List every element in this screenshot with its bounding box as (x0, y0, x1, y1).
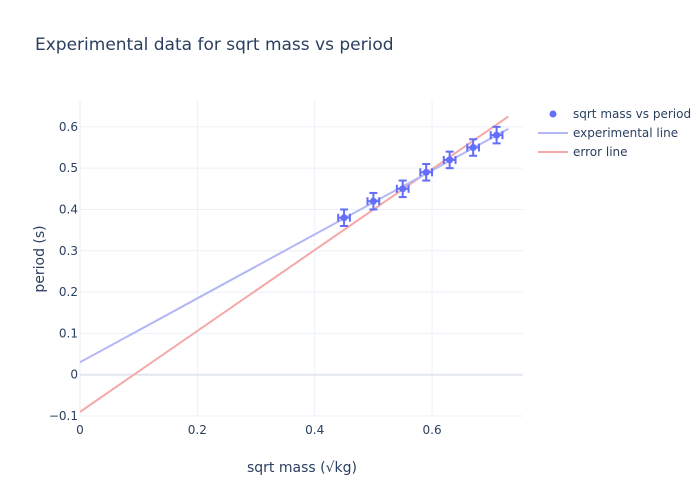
data-point (446, 156, 454, 164)
chart-title: Experimental data for sqrt mass vs perio… (35, 35, 394, 55)
y-tick-label: 0.6 (59, 120, 78, 134)
legend-label: error line (573, 145, 628, 159)
legend-item: experimental line (538, 126, 678, 140)
legend-marker (549, 110, 557, 118)
legend-label: sqrt mass vs period (573, 107, 691, 121)
data-point (369, 197, 377, 205)
data-point-group (419, 163, 434, 182)
data-point (469, 144, 477, 152)
y-tick-label: 0.3 (59, 244, 78, 258)
data-point-group (337, 208, 351, 227)
data-point (422, 168, 430, 176)
error-line-series (80, 115, 509, 413)
y-tick-label: 0.5 (59, 161, 78, 175)
experimental-line-series (80, 128, 509, 364)
data-point (399, 185, 407, 193)
data-point (493, 131, 501, 139)
y-tick-label: 0.4 (59, 202, 78, 216)
x-tick-label: 0.6 (423, 423, 442, 437)
legend-label: experimental line (573, 126, 678, 140)
y-tick-label: −0.1 (49, 409, 78, 423)
x-tick-label: 0.4 (305, 423, 324, 437)
data-point-group (395, 179, 410, 199)
data-point (340, 214, 348, 222)
x-tick-label: 0 (76, 423, 84, 437)
x-axis-label: sqrt mass (√kg) (247, 460, 357, 476)
y-tick-label: 0 (70, 368, 78, 382)
data-point-group (466, 138, 480, 157)
x-tick-label: 0.2 (188, 423, 207, 437)
legend: sqrt mass vs period experimental line erro… (538, 107, 691, 159)
legend-item: sqrt mass vs period (549, 107, 691, 121)
plot-area: 0 0.2 0.4 0.6−0.100.10.20.30.40.50.6 (49, 100, 523, 437)
y-tick-label: 0.2 (59, 285, 78, 299)
data-point-group (366, 191, 381, 211)
data-point-group (442, 150, 457, 170)
data-point-group (489, 125, 504, 145)
y-tick-label: 0.1 (59, 326, 78, 340)
y-axis-label: period (s) (32, 225, 48, 292)
legend-item: error line (538, 145, 628, 159)
